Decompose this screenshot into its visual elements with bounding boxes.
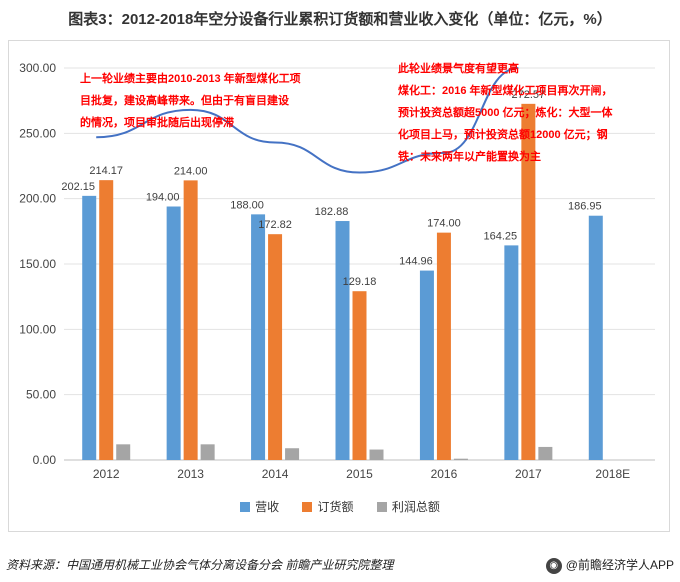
- bar-revenue: [335, 221, 350, 460]
- bar-revenue: [82, 195, 97, 460]
- brand-text: @前瞻经济学人APP: [565, 558, 674, 572]
- bar-orders: [99, 180, 114, 461]
- data-label: 214.17: [89, 165, 123, 177]
- annotation-right-line: 预计投资总额超5000 亿元；炼化：大型一体: [398, 107, 613, 119]
- legend-item-revenue: 营收: [240, 498, 279, 515]
- y-tick-label: 0.00: [33, 453, 57, 467]
- y-tick-label: 300.00: [19, 61, 56, 75]
- data-label: 172.82: [258, 219, 292, 231]
- annotation-right: 此轮业绩景气度有望更高 煤化工：2016 年新型煤化工项目再次开闸， 预计投资总…: [398, 58, 613, 168]
- legend-item-orders: 订货额: [302, 498, 354, 515]
- bar-orders: [268, 234, 283, 460]
- bar-revenue: [251, 214, 266, 460]
- annotation-right-line: 铁：未来两年以产能置换为主: [398, 151, 541, 163]
- source-note: 资料来源：中国通用机械工业协会气体分离设备分会 前瞻产业研究院整理: [6, 558, 394, 572]
- legend-swatch-profit: [376, 501, 387, 512]
- legend-swatch-orders: [302, 501, 313, 512]
- legend-label: 利润总额: [391, 500, 440, 514]
- legend-label: 营收: [255, 500, 280, 514]
- bar-profit: [453, 458, 468, 460]
- legend-swatch-revenue: [240, 501, 251, 512]
- chart-title: 图表3：2012-2018年空分设备行业累积订货额和营业收入变化（单位：亿元，%…: [68, 11, 612, 28]
- y-tick-label: 150.00: [19, 257, 56, 271]
- annotation-left-line: 目批复，建设高峰带来。但由于有盲目建设: [80, 95, 289, 107]
- bar-profit: [285, 448, 300, 460]
- annotation-right-line: 此轮业绩景气度有望更高: [398, 63, 519, 75]
- bar-profit: [369, 449, 384, 460]
- data-label: 144.96: [399, 256, 433, 268]
- bar-chart: 0.00 50.00 100.00 150.00 200.00 250.00 300.00 2…: [19, 61, 655, 481]
- chart-legend: 营收 订货额 利润总额: [0, 498, 680, 515]
- data-label: 188.00: [230, 199, 264, 211]
- bar-profit: [116, 444, 131, 460]
- data-label: 194.00: [146, 192, 180, 204]
- bar-revenue: [588, 215, 603, 460]
- legend-label: 订货额: [317, 500, 354, 514]
- data-label: 202.15: [61, 181, 95, 193]
- bar-orders: [436, 232, 451, 460]
- x-tick-label: 2014: [262, 467, 289, 481]
- y-tick-label: 200.00: [19, 192, 56, 206]
- x-tick-label: 2015: [346, 467, 373, 481]
- annotation-left-line: 上一轮业绩主要由2010-2013 年新型煤化工项: [80, 73, 301, 85]
- x-tick-label: 2018E: [595, 467, 630, 481]
- data-label: 174.00: [427, 218, 461, 230]
- y-tick-label: 250.00: [19, 126, 56, 140]
- x-tick-label: 2017: [515, 467, 542, 481]
- y-tick-label: 50.00: [26, 388, 56, 402]
- bar-revenue: [419, 270, 434, 460]
- data-label: 214.00: [174, 165, 208, 177]
- brand-logo-icon: ◉: [545, 557, 562, 574]
- annotation-left-line: 的情况，项目审批随后出现停滞: [80, 117, 234, 129]
- annotation-right-line: 化项目上马，预计投资总额12000 亿元；钢: [398, 129, 608, 141]
- x-tick-label: 2012: [93, 467, 120, 481]
- data-label: 164.25: [484, 230, 518, 242]
- bar-revenue: [504, 245, 519, 460]
- bar-orders: [183, 180, 198, 460]
- brand-credit: ◉ @前瞻经济学人APP: [545, 556, 674, 574]
- bar-orders: [352, 291, 367, 460]
- data-label: 182.88: [315, 206, 349, 218]
- bar-revenue: [166, 206, 181, 460]
- x-tick-label: 2016: [431, 467, 458, 481]
- annotation-left: 上一轮业绩主要由2010-2013 年新型煤化工项 目批复，建设高峰带来。但由于…: [80, 68, 301, 134]
- bar-orders: [521, 103, 536, 461]
- trend-curve: [96, 67, 519, 174]
- bar-profit: [538, 446, 553, 460]
- data-label: 186.95: [568, 201, 602, 213]
- x-tick-label: 2013: [177, 467, 204, 481]
- y-tick-label: 100.00: [19, 322, 56, 336]
- annotation-right-line: 煤化工：2016 年新型煤化工项目再次开闸，: [398, 85, 613, 97]
- bar-profit: [200, 444, 215, 460]
- data-label: 129.18: [343, 276, 377, 288]
- legend-item-profit: 利润总额: [376, 498, 440, 515]
- data-label: 272.57: [512, 89, 546, 101]
